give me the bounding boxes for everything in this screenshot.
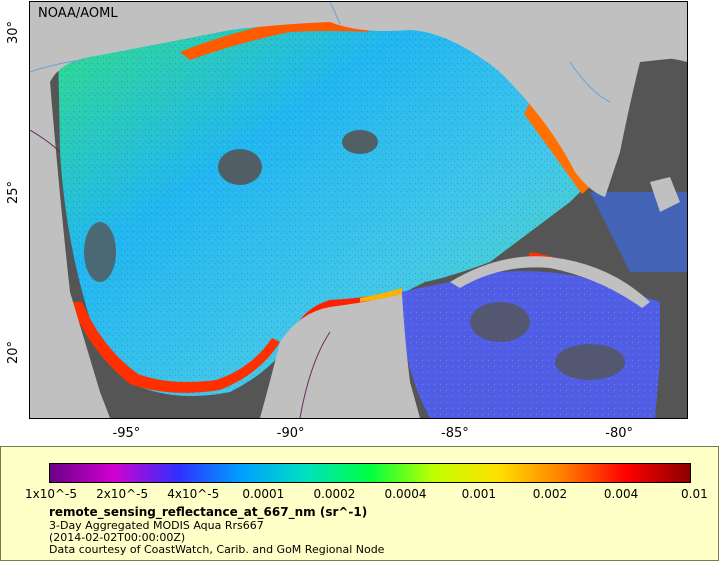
land-bahamas	[650, 177, 680, 212]
legend-description: 3-Day Aggregated MODIS Aqua Rrs667	[49, 519, 264, 532]
colorbar-tick-label: 0.0002	[313, 487, 356, 501]
land-yucatan	[260, 294, 420, 418]
legend-time: (2014-02-02T00:00:00Z)	[49, 531, 186, 544]
x-tick-label: -85°	[441, 426, 469, 441]
river-mississippi	[329, 2, 341, 25]
colorbar-tick-label: 1x10^-5	[25, 487, 78, 501]
legend-panel: 1x10^-5 2x10^-5 4x10^-5 0.0001 0.0002 0.0004 0…	[0, 446, 719, 561]
border-mexico-guatemala	[299, 331, 331, 418]
land-cuba	[450, 256, 650, 308]
map-credit: NOAA/AOML	[38, 6, 118, 21]
map-panel[interactable]: NOAA/AOML	[29, 1, 688, 419]
coastal-band-florida	[524, 102, 590, 194]
ocean-speckle	[58, 12, 590, 396]
colorbar-tick-label: 0.002	[532, 487, 568, 501]
coastal-band-north	[180, 16, 370, 60]
cloud-patch	[470, 302, 530, 342]
land-mexico	[30, 82, 110, 418]
border-us-mexico	[30, 129, 61, 153]
cloud-patch	[218, 149, 262, 185]
colorbar-tick-label: 0.004	[603, 487, 639, 501]
coastal-band-yucatan	[360, 288, 402, 302]
river-rio-grande	[30, 59, 86, 73]
colorbar-tick-label: 0.001	[461, 487, 497, 501]
cloud-patch	[342, 130, 378, 154]
colorbar	[49, 463, 691, 483]
map-canvas[interactable]	[30, 2, 687, 418]
cloud-patch	[555, 344, 625, 380]
colorbar-tick-label: 0.01	[681, 487, 708, 501]
x-tick-label: -90°	[276, 426, 305, 441]
colorbar-tick-label: 4x10^-5	[167, 487, 220, 501]
colorbar-tick-label: 2x10^-5	[96, 487, 149, 501]
y-tick-label: 20°	[6, 340, 22, 365]
legend-courtesy: Data courtesy of CoastWatch, Carib. and …	[49, 543, 385, 556]
river-florida	[569, 61, 611, 103]
atlantic-ocean	[590, 192, 687, 272]
colorbar-tick-label: 0.0004	[384, 487, 427, 501]
x-tick-label: -95°	[112, 426, 141, 441]
coastal-band-west	[70, 302, 280, 393]
x-tick-label: -80°	[605, 426, 634, 441]
y-tick-label: 30°	[6, 20, 22, 45]
cloud-patch	[84, 222, 116, 282]
colorbar-tick-label: 0.0001	[242, 487, 285, 501]
legend-title: remote_sensing_reflectance_at_667_nm (sr…	[49, 505, 368, 519]
land-florida	[500, 2, 687, 197]
y-tick-label: 25°	[6, 180, 22, 205]
